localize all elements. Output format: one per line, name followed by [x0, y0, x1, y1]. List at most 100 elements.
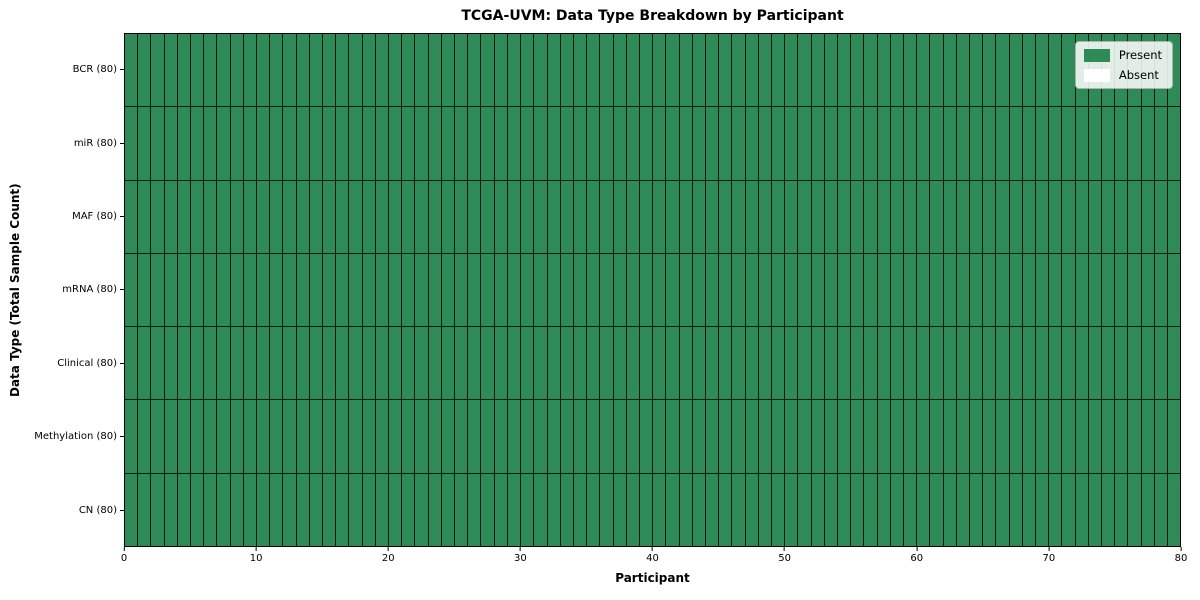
x-tick: 30 [514, 547, 527, 564]
heatmap-cell [204, 253, 218, 327]
heatmap-cell [336, 107, 350, 180]
heatmap-cell [587, 400, 601, 473]
legend-entry-present: Present [1083, 48, 1162, 62]
heatmap-cell [996, 327, 1010, 400]
heatmap-cell [956, 180, 970, 253]
heatmap-cell [349, 400, 363, 473]
heatmap-cell [402, 253, 416, 327]
heatmap-cell [785, 107, 799, 180]
heatmap-cell [1154, 400, 1169, 473]
heatmap-cell [547, 34, 561, 107]
y-tick-labels: BCR (80) miR (80) MAF (80) mRNA (80) Clinica… [0, 33, 124, 547]
heatmap-cell [1049, 327, 1063, 400]
heatmap-cell [125, 400, 139, 473]
heatmap-cell [468, 400, 482, 473]
heatmap-cell [481, 400, 495, 473]
heatmap-cell [851, 327, 865, 400]
heatmap-cell [481, 253, 495, 327]
heatmap-cell [587, 473, 601, 546]
y-tick: miR (80) [0, 106, 124, 179]
heatmap-cell [1088, 327, 1103, 400]
heatmap-cell [323, 400, 337, 473]
heatmap-cell [191, 107, 205, 180]
heatmap-cell [309, 253, 324, 327]
heatmap-cell [679, 34, 693, 107]
heatmap-cell [428, 107, 442, 180]
heatmap-cell [323, 107, 337, 180]
x-tick-labels: 0 10 20 30 40 50 60 70 80 [121, 547, 1187, 569]
heatmap-cell [653, 253, 667, 327]
heatmap-cell [270, 180, 284, 253]
heatmap-cell [1062, 473, 1076, 546]
heatmap-cell [415, 34, 429, 107]
heatmap-cell [164, 34, 178, 107]
heatmap-cell [1049, 400, 1063, 473]
heatmap-cell [309, 180, 324, 253]
heatmap-cell [705, 400, 720, 473]
x-tick-mark [123, 547, 125, 551]
heatmap-cell [164, 180, 178, 253]
heatmap-cell [692, 180, 706, 253]
heatmap-cell [996, 253, 1010, 327]
x-tick: 70 [1043, 547, 1055, 564]
heatmap-cell [692, 107, 706, 180]
heatmap-cell [270, 253, 284, 327]
heatmap-cell [547, 180, 561, 253]
heatmap-cell [547, 400, 561, 473]
x-tick-mark [255, 547, 257, 551]
heatmap-cell [679, 253, 693, 327]
heatmap-cell [560, 400, 574, 473]
heatmap-cell [230, 253, 244, 327]
heatmap-cell [534, 327, 548, 400]
heatmap-cell [230, 107, 244, 180]
heatmap-cell [283, 107, 297, 180]
heatmap-cell [507, 107, 522, 180]
heatmap-cell [837, 253, 852, 327]
heatmap-cell [270, 327, 284, 400]
heatmap-cell [573, 107, 588, 180]
heatmap-cell [1088, 180, 1103, 253]
heatmap-cell [560, 473, 574, 546]
heatmap-cell [323, 34, 337, 107]
heatmap-cell [758, 180, 772, 253]
heatmap-cell [745, 327, 759, 400]
heatmap-cell [323, 180, 337, 253]
heatmap-cell [745, 107, 759, 180]
x-tick-label: 20 [381, 553, 395, 564]
heatmap-cell [243, 253, 258, 327]
heatmap-cell [1088, 400, 1103, 473]
heatmap-cell [639, 253, 654, 327]
x-tick: 60 [910, 547, 923, 564]
heatmap-cell [785, 34, 799, 107]
heatmap-cell [705, 107, 720, 180]
heatmap-cell [758, 400, 772, 473]
heatmap-cell [798, 400, 812, 473]
heatmap-cell [402, 473, 416, 546]
heatmap-cell [455, 107, 469, 180]
heatmap-cell [1036, 107, 1050, 180]
heatmap-cell [428, 34, 442, 107]
heatmap-cell [362, 107, 376, 180]
heatmap-cell [785, 180, 799, 253]
y-tick-label: Clinical (80) [57, 357, 117, 369]
heatmap-cell [970, 473, 984, 546]
heatmap-cell [1049, 34, 1063, 107]
heatmap-cell [943, 473, 957, 546]
x-tick-label: 10 [249, 553, 263, 564]
heatmap-cell [389, 327, 403, 400]
y-tick-mark [120, 142, 124, 144]
heatmap-cell [257, 473, 271, 546]
heatmap-cell [507, 327, 522, 400]
heatmap-cell [164, 107, 178, 180]
heatmap-cell [402, 400, 416, 473]
heatmap-cell [362, 180, 376, 253]
heatmap-cell [521, 107, 535, 180]
heatmap-cell [1128, 107, 1142, 180]
heatmap-cell [1009, 400, 1023, 473]
x-tick-mark [916, 547, 918, 551]
heatmap-cell [1075, 400, 1089, 473]
heatmap-cell [283, 400, 297, 473]
heatmap-cell [309, 400, 324, 473]
heatmap-cell [745, 400, 759, 473]
heatmap-cell [970, 34, 984, 107]
